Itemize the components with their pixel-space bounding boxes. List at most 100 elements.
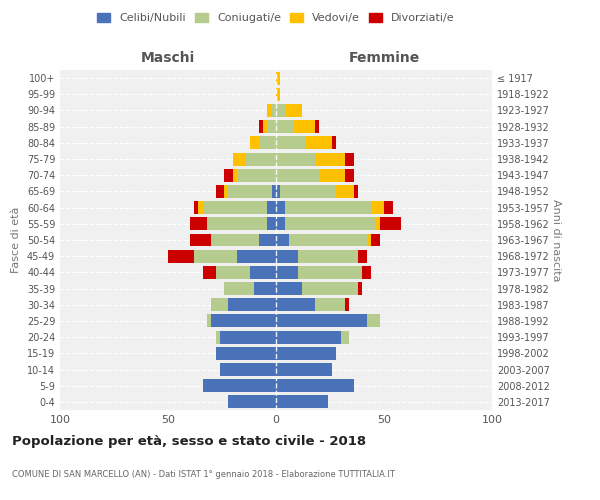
Text: COMUNE DI SAN MARCELLO (AN) - Dati ISTAT 1° gennaio 2018 - Elaborazione TUTTITAL: COMUNE DI SAN MARCELLO (AN) - Dati ISTAT…: [12, 470, 395, 479]
Bar: [298, 266, 362, 279]
Bar: [367, 234, 371, 246]
Text: Femmine: Femmine: [349, 51, 419, 65]
Bar: [345, 169, 354, 181]
Bar: [276, 72, 280, 85]
Bar: [268, 104, 272, 117]
Bar: [358, 250, 367, 262]
Bar: [220, 363, 276, 376]
Bar: [345, 298, 349, 311]
Bar: [276, 169, 319, 181]
Bar: [276, 201, 284, 214]
Bar: [315, 152, 345, 166]
Bar: [272, 185, 276, 198]
Bar: [298, 250, 358, 262]
Bar: [276, 152, 315, 166]
Bar: [224, 282, 254, 295]
Bar: [229, 298, 276, 311]
Bar: [371, 234, 380, 246]
Bar: [276, 120, 293, 133]
Bar: [302, 282, 358, 295]
Bar: [284, 201, 371, 214]
Bar: [259, 136, 276, 149]
Bar: [215, 347, 276, 360]
Bar: [203, 201, 268, 214]
Bar: [276, 266, 298, 279]
Bar: [276, 330, 341, 344]
Bar: [211, 298, 229, 311]
Bar: [362, 266, 371, 279]
Bar: [215, 266, 250, 279]
Bar: [250, 136, 259, 149]
Bar: [272, 104, 276, 117]
Bar: [233, 169, 237, 181]
Bar: [246, 152, 276, 166]
Bar: [203, 266, 215, 279]
Bar: [315, 298, 345, 311]
Bar: [276, 250, 298, 262]
Bar: [229, 396, 276, 408]
Bar: [345, 152, 354, 166]
Bar: [207, 314, 211, 328]
Bar: [306, 136, 332, 149]
Bar: [284, 218, 376, 230]
Bar: [263, 120, 268, 133]
Bar: [276, 234, 289, 246]
Bar: [224, 185, 229, 198]
Bar: [211, 234, 259, 246]
Bar: [380, 218, 401, 230]
Bar: [211, 314, 276, 328]
Bar: [224, 169, 233, 181]
Bar: [215, 330, 220, 344]
Bar: [341, 330, 349, 344]
Text: Popolazione per età, sesso e stato civile - 2018: Popolazione per età, sesso e stato civil…: [12, 435, 366, 448]
Bar: [237, 250, 276, 262]
Bar: [276, 363, 332, 376]
Bar: [203, 379, 276, 392]
Bar: [198, 201, 203, 214]
Bar: [229, 185, 272, 198]
Bar: [276, 298, 315, 311]
Bar: [207, 218, 268, 230]
Bar: [268, 201, 276, 214]
Bar: [337, 185, 354, 198]
Bar: [237, 169, 276, 181]
Bar: [276, 379, 354, 392]
Bar: [376, 218, 380, 230]
Bar: [315, 120, 319, 133]
Y-axis label: Anni di nascita: Anni di nascita: [551, 198, 561, 281]
Bar: [276, 314, 367, 328]
Bar: [276, 396, 328, 408]
Bar: [332, 136, 337, 149]
Bar: [276, 347, 337, 360]
Y-axis label: Fasce di età: Fasce di età: [11, 207, 21, 273]
Bar: [190, 218, 207, 230]
Bar: [284, 104, 302, 117]
Bar: [268, 120, 276, 133]
Bar: [289, 234, 367, 246]
Bar: [259, 120, 263, 133]
Bar: [220, 330, 276, 344]
Bar: [168, 250, 194, 262]
Bar: [250, 266, 276, 279]
Bar: [276, 136, 306, 149]
Bar: [276, 218, 284, 230]
Bar: [367, 314, 380, 328]
Bar: [319, 169, 345, 181]
Legend: Celibi/Nubili, Coniugati/e, Vedovi/e, Divorziati/e: Celibi/Nubili, Coniugati/e, Vedovi/e, Di…: [93, 8, 459, 28]
Bar: [215, 185, 224, 198]
Bar: [384, 201, 392, 214]
Bar: [233, 152, 246, 166]
Bar: [190, 234, 211, 246]
Bar: [293, 120, 315, 133]
Bar: [276, 185, 280, 198]
Bar: [276, 282, 302, 295]
Bar: [280, 185, 337, 198]
Bar: [276, 88, 280, 101]
Bar: [358, 282, 362, 295]
Bar: [259, 234, 276, 246]
Bar: [371, 201, 384, 214]
Bar: [254, 282, 276, 295]
Text: Maschi: Maschi: [141, 51, 195, 65]
Bar: [354, 185, 358, 198]
Bar: [194, 250, 237, 262]
